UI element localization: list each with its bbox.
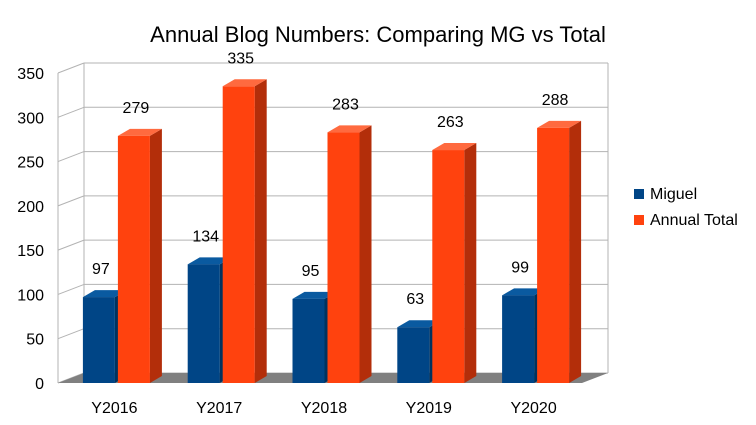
bar-annual-total-y2020 xyxy=(537,120,582,384)
y-tick-label: 200 xyxy=(17,199,44,216)
bar-front-face xyxy=(292,298,325,383)
y-axis-ticks: 0 50 100 150 200 250 300 350 xyxy=(17,66,44,393)
x-axis-ticks: Y2016 Y2017 Y2018 Y2019 Y2020 xyxy=(91,400,557,417)
data-label: 97 xyxy=(92,261,110,278)
bar-top-face xyxy=(82,290,127,298)
bar-side-face xyxy=(464,143,477,383)
bar-front-face xyxy=(117,135,150,383)
bar-annual-total-y2019 xyxy=(432,143,477,383)
data-label: 134 xyxy=(192,228,219,245)
bar-top-face xyxy=(432,143,477,151)
y-tick-label: 50 xyxy=(26,332,44,349)
data-label: 279 xyxy=(123,100,150,117)
bar-front-face xyxy=(432,150,465,383)
bar-annual-total-y2016 xyxy=(117,128,162,383)
legend-label: Annual Total xyxy=(650,212,738,229)
data-label: 95 xyxy=(302,263,320,280)
bar-front-face xyxy=(537,127,570,384)
bar-side-face xyxy=(359,125,372,383)
data-label: 63 xyxy=(406,291,424,308)
bar-top-face xyxy=(117,128,162,136)
legend-label: Miguel xyxy=(650,186,697,203)
y-tick-label: 150 xyxy=(17,243,44,260)
bar-annual-total-y2017 xyxy=(222,79,267,384)
legend-swatch xyxy=(634,189,644,199)
bar-top-face xyxy=(327,125,372,133)
data-label: 263 xyxy=(437,114,464,131)
legend-swatch xyxy=(634,215,644,225)
x-tick-label: Y2016 xyxy=(91,400,137,417)
x-tick-label: Y2017 xyxy=(196,400,242,417)
bar-front-face xyxy=(222,86,255,384)
legend-item: Annual Total xyxy=(634,212,738,229)
bar-front-face xyxy=(187,264,220,383)
bar-side-face xyxy=(149,128,162,383)
y-tick-label: 250 xyxy=(17,155,44,172)
gridline-side xyxy=(57,151,85,163)
bar-top-face xyxy=(502,288,547,296)
x-tick-label: Y2019 xyxy=(406,400,452,417)
data-label: 283 xyxy=(332,96,359,113)
gridline-side xyxy=(57,239,85,251)
y-tick-label: 300 xyxy=(17,110,44,127)
bar-top-face xyxy=(292,291,337,299)
gridline-side xyxy=(57,328,85,340)
bar-side-face xyxy=(254,79,267,384)
bar-front-face xyxy=(397,327,430,383)
y-tick-label: 0 xyxy=(35,376,44,393)
bar-annual-total-y2018 xyxy=(327,125,372,383)
x-tick-label: Y2018 xyxy=(301,400,347,417)
y-tick-label: 100 xyxy=(17,287,44,304)
data-label: 288 xyxy=(542,92,569,109)
bar-top-face xyxy=(397,320,442,328)
x-tick-label: Y2020 xyxy=(510,400,556,417)
gridline-side xyxy=(57,283,85,295)
bar-top-face xyxy=(187,257,232,265)
gridline-side xyxy=(57,106,85,118)
bar-top-face xyxy=(222,79,267,87)
bar-front-face xyxy=(502,295,535,383)
data-label: 99 xyxy=(511,259,529,276)
bar-front-face xyxy=(327,132,360,383)
y-tick-label: 350 xyxy=(17,66,44,83)
bar-front-face xyxy=(82,297,115,383)
bar-top-face xyxy=(537,120,582,128)
data-label: 335 xyxy=(227,50,254,67)
gridline-side xyxy=(57,62,85,74)
legend: Miguel Annual Total xyxy=(634,186,738,229)
bar-side-face xyxy=(569,120,582,384)
chart-title: Annual Blog Numbers: Comparing MG vs Tot… xyxy=(150,22,606,47)
legend-item: Miguel xyxy=(634,186,697,203)
bars xyxy=(82,79,582,384)
gridline-side xyxy=(57,195,85,207)
data-labels: 97 279 134 335 95 283 63 263 99 288 xyxy=(92,50,569,308)
